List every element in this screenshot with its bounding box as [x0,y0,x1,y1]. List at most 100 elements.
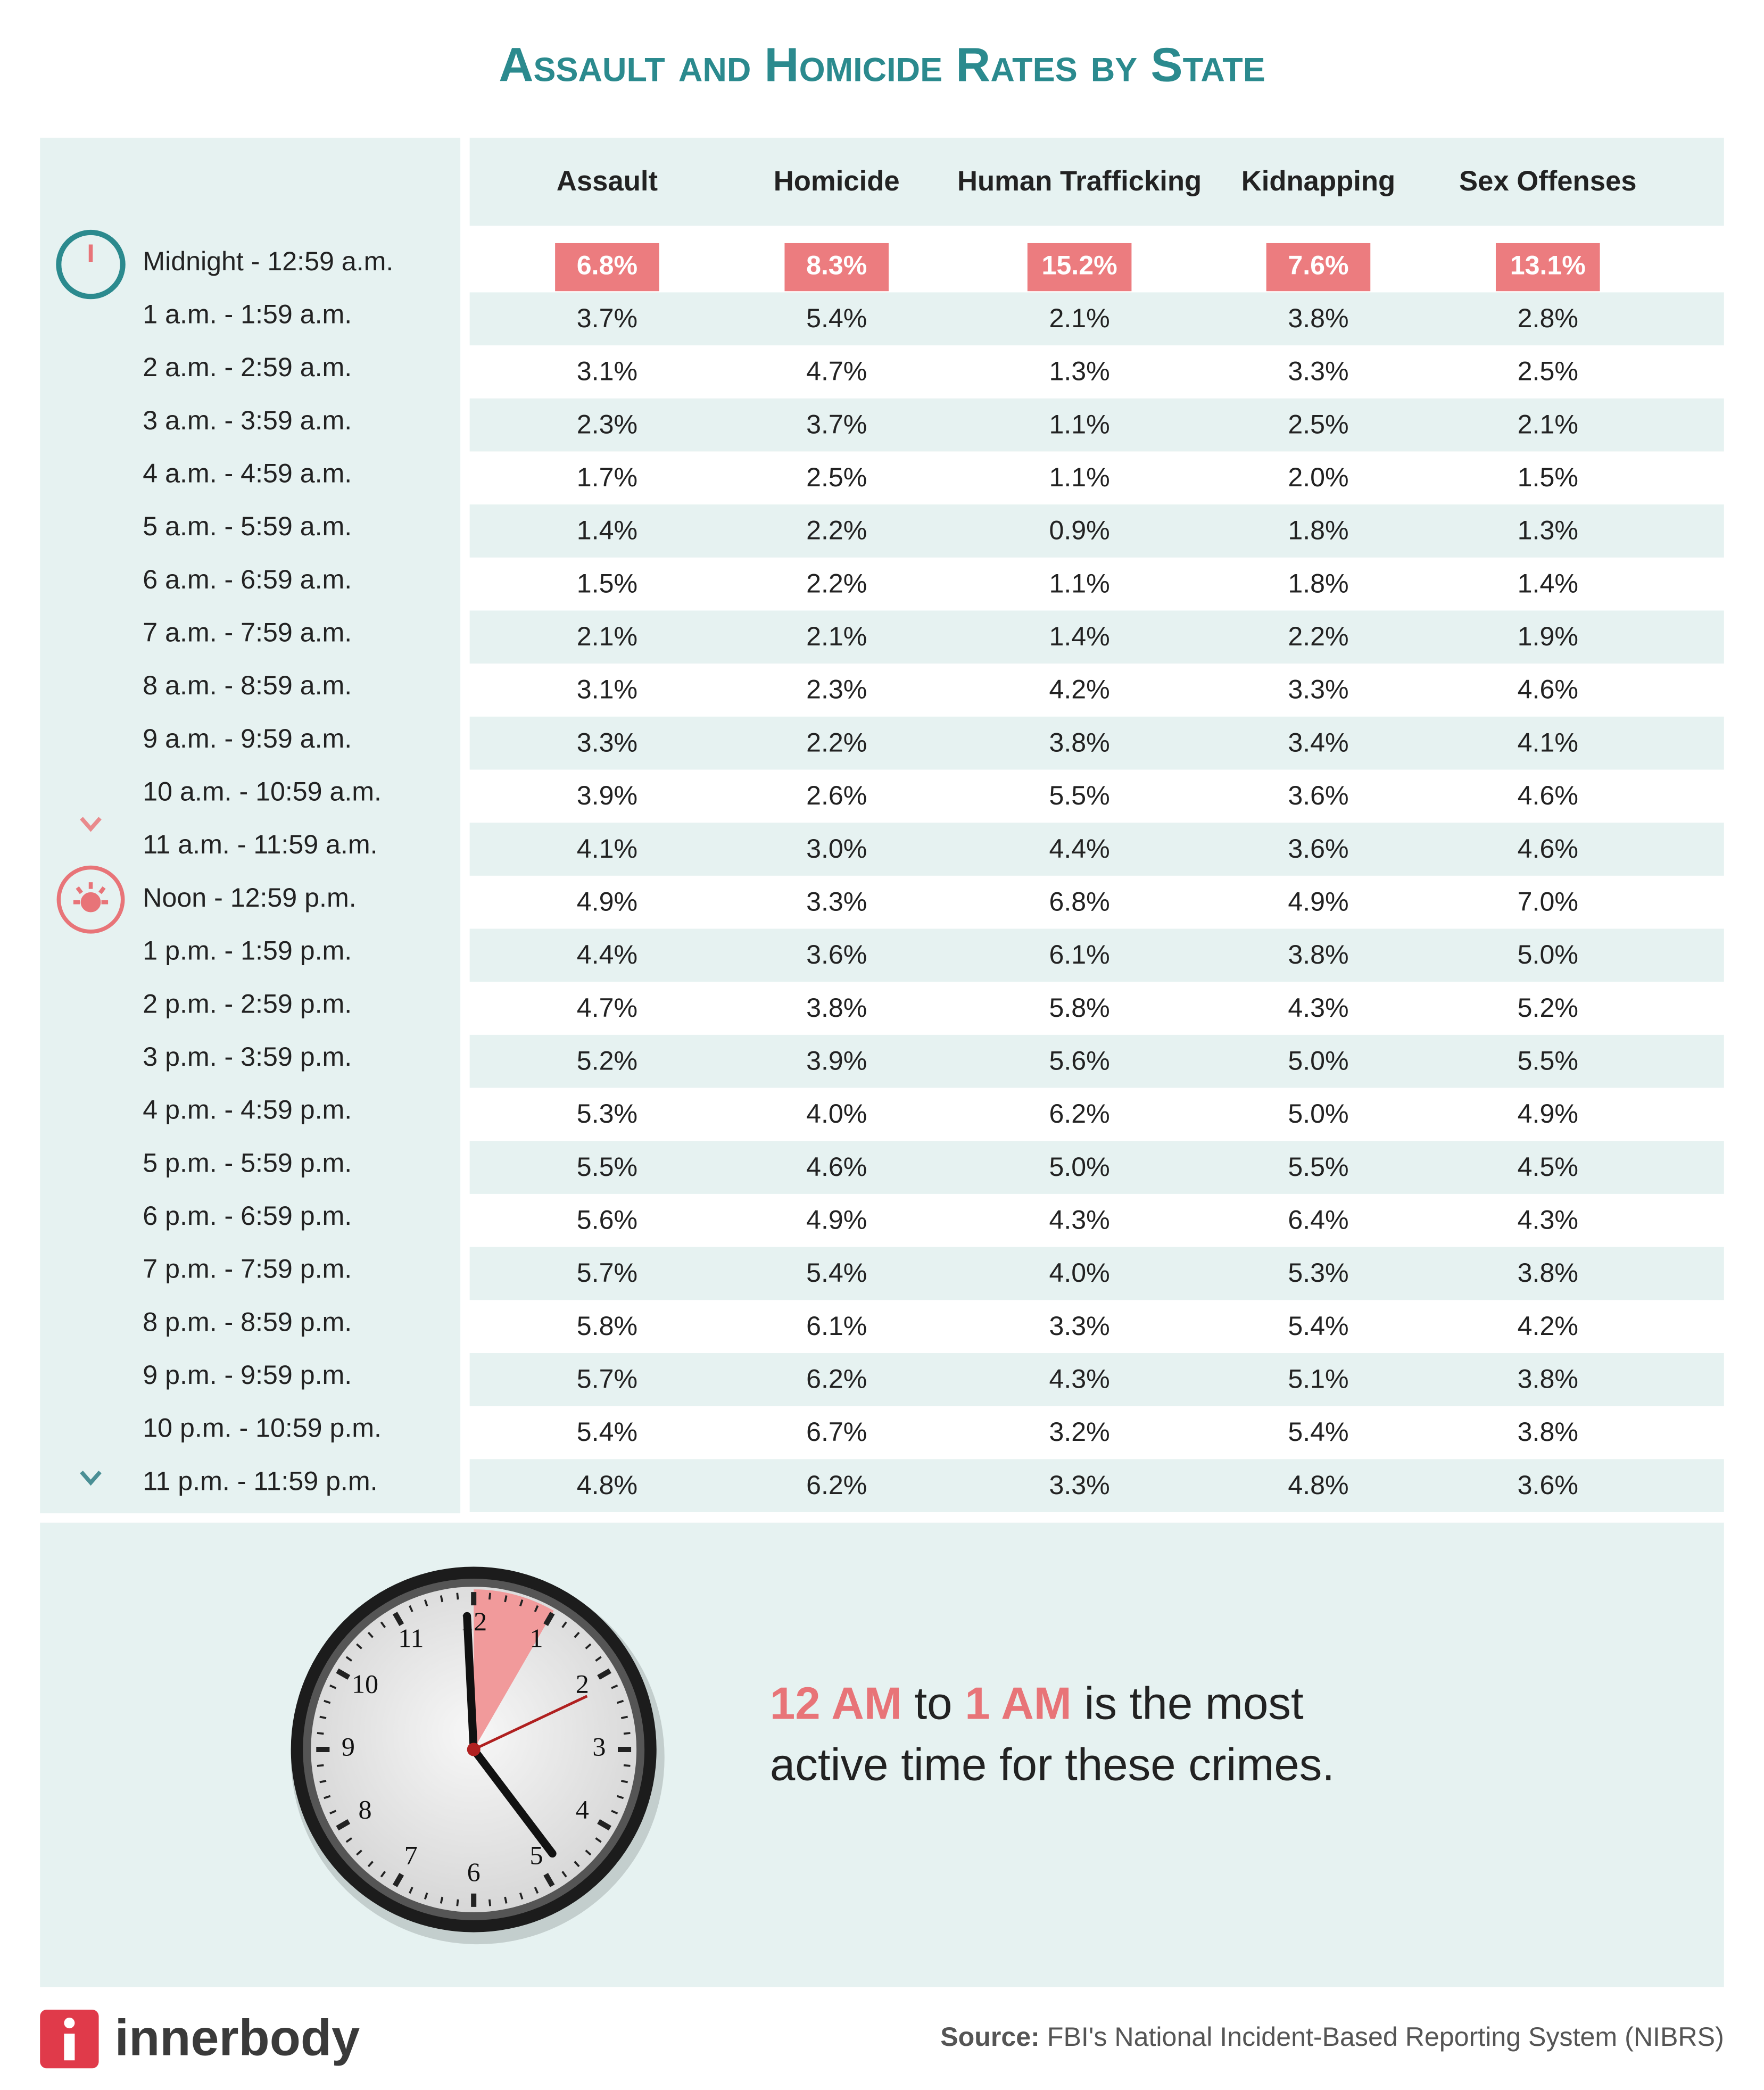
time-label: 4 p.m. - 4:59 p.m. [143,1095,352,1125]
cell: 1.5% [1518,462,1578,492]
cell: 5.0% [1288,1046,1348,1075]
cell: 6.2% [1049,1099,1109,1129]
cell: 4.6% [806,1152,867,1182]
clock-tick [440,1896,444,1904]
time-label: 7 a.m. - 7:59 a.m. [143,618,352,648]
title: Assault and Homicide Rates by State [499,38,1265,92]
clock-numeral: 11 [398,1623,424,1653]
day-icon [56,865,125,934]
cell: 3.9% [806,1046,867,1075]
source-text: FBI's National Incident-Based Reporting … [1047,2022,1724,2052]
callout-highlight: 12 AM [770,1678,902,1729]
row-band [469,823,1724,876]
cell: 5.2% [577,1046,637,1075]
clock-tick [617,1795,624,1799]
column-header: Human Trafficking [957,165,1202,197]
cell: 3.8% [1288,940,1348,969]
table-body: Assault Homicide Human Trafficking Kidnappi… [143,165,1724,1512]
cell: 3.6% [1288,781,1348,810]
cell: 3.4% [1288,727,1348,757]
highlight-box [1266,243,1371,292]
time-label: 10 p.m. - 10:59 p.m. [143,1413,382,1443]
clock-tick [561,1871,567,1878]
time-label: 5 a.m. - 5:59 a.m. [143,511,352,541]
cell: 4.6% [1518,834,1578,864]
highlight-box [784,243,889,292]
clock-tick [595,1656,602,1662]
clock-numeral: 9 [342,1732,355,1762]
clock-tick [336,1668,351,1680]
cell: 5.1% [1288,1364,1348,1394]
time-label: Midnight - 12:59 a.m. [143,246,393,276]
callout-line: active time for these crimes. [770,1740,1335,1790]
source: Source: FBI's National Incident-Based Re… [940,2022,1724,2052]
cell: 5.5% [1049,781,1109,810]
cell: 4.6% [1518,675,1578,704]
cell: 2.1% [806,621,867,651]
clock-numeral: 8 [359,1794,372,1824]
clock-tick [585,1850,592,1856]
cell: 2.1% [1518,409,1578,439]
time-label: 7 p.m. - 7:59 p.m. [143,1254,352,1284]
clock-tick [519,1599,524,1607]
clock-tick [543,1612,555,1626]
time-label: 9 a.m. - 9:59 a.m. [143,724,352,753]
clock-tick [317,1732,324,1735]
cell: 3.3% [1049,1311,1109,1341]
clock-tick [392,1873,404,1887]
cell: 4.0% [1049,1258,1109,1288]
clock-tick [392,1612,404,1626]
row-band [469,1353,1724,1406]
cell: 1.8% [1288,516,1348,545]
clock-tick [380,1621,386,1628]
clock-tick [329,1810,337,1815]
clock-tick [585,1643,592,1649]
cell: 13.1% [1510,250,1586,280]
cell: 1.7% [577,462,637,492]
cell: 2.2% [806,727,867,757]
cell: 4.3% [1049,1364,1109,1394]
cell: 7.6% [1288,250,1348,280]
cell: 5.4% [1288,1311,1348,1341]
cell: 2.1% [1049,303,1109,333]
cell: 1.3% [1518,516,1578,545]
cell: 4.6% [1518,781,1578,810]
clock-tick [409,1605,413,1612]
row-band [469,292,1724,346]
cell: 1.1% [1049,409,1109,439]
cell: 4.4% [577,940,637,969]
time-label: 8 p.m. - 8:59 p.m. [143,1307,352,1337]
cell: 4.7% [577,993,637,1023]
clock-tick [561,1621,567,1628]
time-label: Noon - 12:59 p.m. [143,883,356,913]
clock-numeral: 5 [530,1840,543,1870]
clock-numeral: 6 [467,1857,481,1887]
cell: 5.0% [1288,1099,1348,1129]
cell: 3.3% [1288,675,1348,704]
clock-tick [356,1850,362,1856]
cell: 3.6% [1288,834,1348,864]
cell: 5.6% [1049,1046,1109,1075]
time-label: 6 a.m. - 6:59 a.m. [143,565,352,594]
column-header: Homicide [774,165,900,197]
time-label: 11 p.m. - 11:59 p.m. [143,1466,377,1496]
arrow-head [80,1470,102,1486]
cell: 3.3% [806,886,867,916]
cell: 3.3% [577,727,637,757]
cell: 4.3% [1288,993,1348,1023]
callout-text: to [914,1678,952,1729]
cell: 4.2% [1518,1311,1578,1341]
cell: 1.4% [1518,568,1578,598]
clock-tick [424,1599,428,1607]
clock-tick [574,1861,580,1868]
clock-tick [345,1837,353,1843]
cell: 0.9% [1049,516,1109,545]
cell: 5.4% [806,303,867,333]
highlight-box [1495,243,1600,292]
row-band [469,1034,1724,1088]
clock-tick [319,1715,327,1719]
cell: 5.3% [1288,1258,1348,1288]
clock-tick [356,1643,362,1649]
column-header: Sex Offenses [1459,165,1637,197]
